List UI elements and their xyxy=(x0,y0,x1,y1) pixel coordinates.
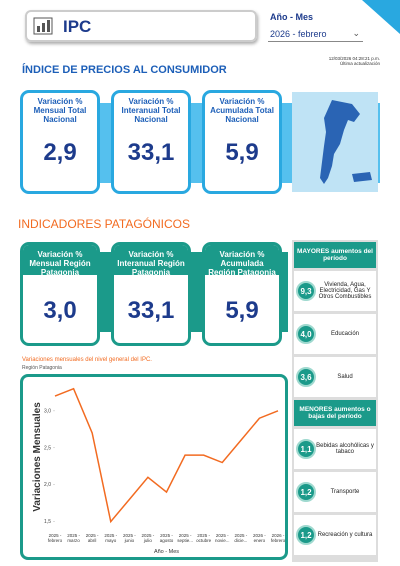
ranking-label: Salud xyxy=(337,374,353,380)
bottom-list: 1,1 Bebidas alcohólicas y tabaco 1,2 Transp… xyxy=(292,429,378,555)
kpi-value: 5,9 xyxy=(225,139,259,166)
ranking-value: 1,1 xyxy=(296,439,316,459)
header-box: IPC xyxy=(25,10,257,42)
icon xyxy=(33,17,53,35)
ranking-item: 9,3 Vivienda, Agua, Electricidad, Gas Y O… xyxy=(294,271,376,311)
ranking-label: Educación xyxy=(330,331,360,337)
y-tick-label: 3,0 xyxy=(44,408,51,414)
ranking-title: MAYORES aumentos del período xyxy=(294,242,376,268)
ranking-item: 3,6 Salud xyxy=(294,357,376,397)
timestamp: 12/03/2026 04:28:21 p.m. Última actualiza… xyxy=(329,56,380,66)
timestamp-label: Última actualización xyxy=(339,61,380,66)
kpi-card: Variación % Interanual Total Nacional 33,… xyxy=(111,90,191,194)
x-tick-label: 2026 - enero xyxy=(253,533,266,543)
timestamp-value: 12/03/2026 04:28:21 p.m. xyxy=(328,56,380,61)
ranking-label: Recreación y cultura xyxy=(317,532,373,538)
y-tick-label: 2,5 xyxy=(44,445,51,451)
kpi-card: Variación % Acumulada Región Patagonia 5,… xyxy=(202,242,282,346)
map xyxy=(292,92,378,192)
x-tick-label: 2026 - febrero xyxy=(270,533,286,543)
kpi-card: Variación % Mensual Región Patagonia 3,0 xyxy=(20,242,100,346)
x-tick-label: 2025 - junio xyxy=(122,533,136,543)
ranking-item: 1,1 Bebidas alcohólicas y tabaco xyxy=(294,429,376,469)
chart-box: Variaciones Mensuales 1,5 2,0 2,5 3,0 Año - M… xyxy=(20,374,288,560)
ranking-label: Vivienda, Agua, Electricidad, Gas Y Otro… xyxy=(318,282,372,300)
x-tick-label: 2025 - dicie... xyxy=(234,533,248,543)
kpi-label: Variación % Interanual Total Nacional xyxy=(121,97,181,124)
chart: Variaciones Mensuales 1,5 2,0 2,5 3,0 Año - M… xyxy=(32,387,279,555)
kpi-label: Variación % Acumulada Total Nacional xyxy=(210,97,274,124)
kpi-value: 3,0 xyxy=(43,297,77,324)
kpi-value: 2,9 xyxy=(43,139,77,166)
ranking-value: 1,2 xyxy=(296,525,316,545)
corner-triangle xyxy=(362,0,400,34)
kpi-value: 33,1 xyxy=(127,297,175,324)
kpi-value: 5,9 xyxy=(225,297,259,324)
filter-value: 2026 - febrero xyxy=(270,29,327,39)
filter-label: Año - Mes xyxy=(270,12,314,22)
ranking-title: MENORES aumentos o bajas del período xyxy=(294,400,376,426)
kpi-label: Variación % Mensual Total Nacional xyxy=(33,97,87,124)
map-box xyxy=(292,92,378,192)
y-tick-label: 2,0 xyxy=(44,482,51,488)
x-tick-label: 2025 - septie... xyxy=(177,533,193,543)
section-title: ÍNDICE DE PRECIOS AL CONSUMIDOR xyxy=(22,64,227,76)
ranking-item: 1,2 Transporte xyxy=(294,472,376,512)
ranking-value: 9,3 xyxy=(296,281,316,301)
ranking-item: 4,0 Educación xyxy=(294,314,376,354)
x-tick-label: 2025 - agosto xyxy=(159,533,174,543)
x-tick-label: 2025 - julio xyxy=(141,533,155,543)
x-tick-label: 2025 - novie... xyxy=(214,533,230,543)
filter-dropdown[interactable]: 2026 - febrero ⌄ xyxy=(268,27,363,42)
series-line xyxy=(54,387,279,524)
kpi-card: Variación % Interanual Región Patagonia 3… xyxy=(111,242,191,346)
y-tick-label: 1,5 xyxy=(44,519,51,525)
ranking-value: 1,2 xyxy=(296,482,316,502)
x-tick-label: 2025 - febrero xyxy=(47,533,63,543)
kpi-label: Variación % Interanual Región Patagonia xyxy=(114,245,188,277)
x-tick-label: 2025 - octubre xyxy=(196,533,212,543)
ranking-value: 3,6 xyxy=(296,367,316,387)
x-tick-label: 2025 - abril xyxy=(85,533,99,543)
kpi-label: Variación % Acumulada Región Patagonia xyxy=(205,245,279,277)
chart-title: Variaciones mensuales del nivel general … xyxy=(22,357,152,363)
kpi-value: 33,1 xyxy=(127,139,175,166)
kpi-card: Variación % Acumulada Total Nacional 5,9 xyxy=(202,90,282,194)
y-axis-label: Variaciones Mensuales xyxy=(32,402,43,512)
app-title: IPC xyxy=(63,17,92,36)
ranking-label: Transporte xyxy=(330,489,360,495)
ranking-item: 1,2 Recreación y cultura xyxy=(294,515,376,555)
ranking-panel: MAYORES aumentos del período 9,3 Vivienda… xyxy=(292,240,378,562)
x-axis-label: Año - Mes xyxy=(154,549,179,555)
kpi-card: Variación % Mensual Total Nacional 2,9 xyxy=(20,90,100,194)
x-tick-label: 2025 - mayo xyxy=(104,533,118,543)
x-tick-label: 2025 - marzo xyxy=(67,533,80,543)
kpi-label: Variación % Mensual Región Patagonia xyxy=(23,245,97,277)
ranking-label: Bebidas alcohólicas y tabaco xyxy=(316,443,374,455)
ranking-value: 4,0 xyxy=(296,324,316,344)
top-list: 9,3 Vivienda, Agua, Electricidad, Gas Y O… xyxy=(292,271,378,397)
section-title: INDICADORES PATAGÓNICOS xyxy=(18,217,191,231)
chart-subtitle: Región Patagonia xyxy=(22,365,62,371)
